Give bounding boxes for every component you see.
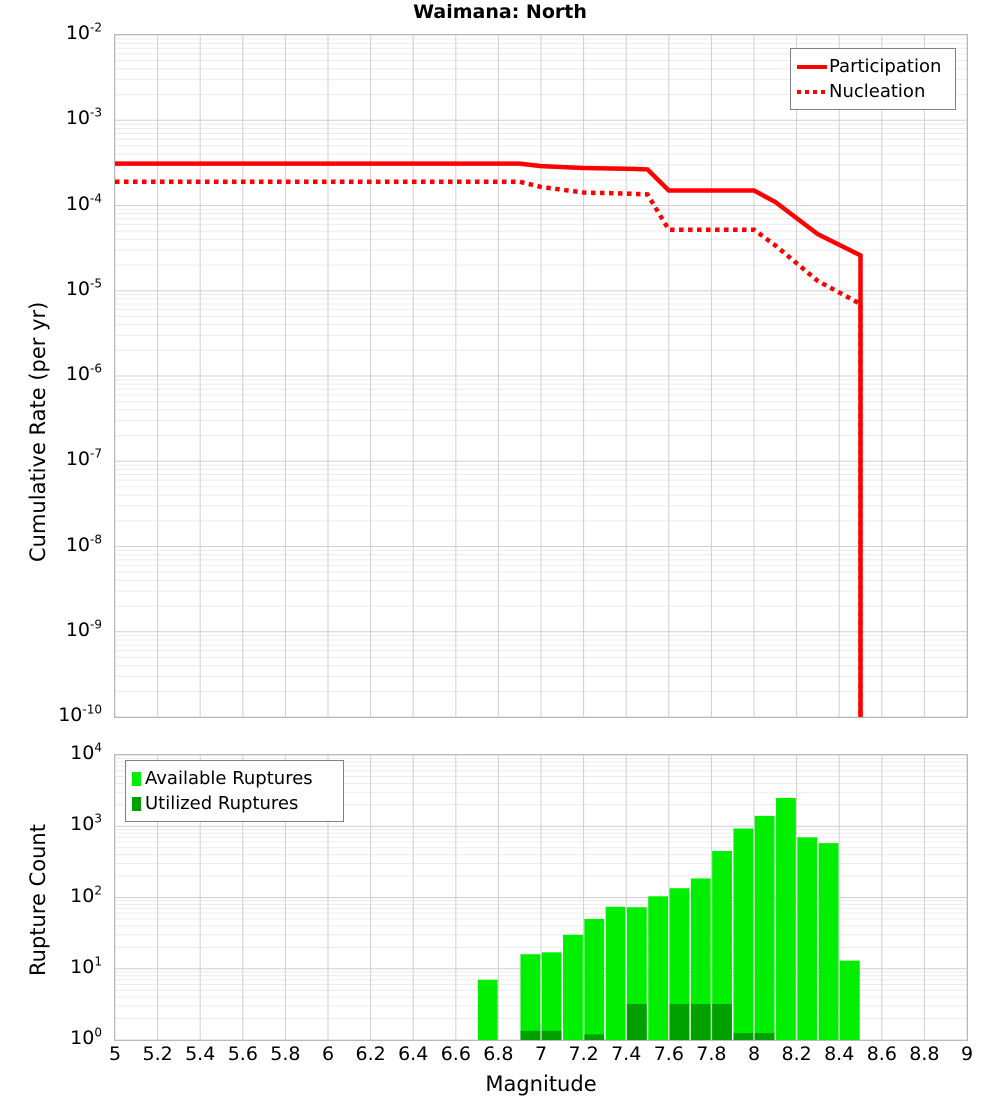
bar-utilized xyxy=(690,1004,711,1040)
x-tick-label: 5.2 xyxy=(142,1043,173,1065)
x-axis-label: Magnitude xyxy=(485,1072,597,1096)
x-tick-label: 9 xyxy=(960,1043,974,1065)
bar-utilized xyxy=(733,1033,754,1040)
y-tick-label: 10-6 xyxy=(65,361,102,385)
x-tick-label: 7 xyxy=(534,1043,548,1065)
y-tick-label: 10-7 xyxy=(65,446,102,471)
y-tick-label: 104 xyxy=(70,740,102,764)
x-tick-label: 8.8 xyxy=(909,1043,940,1065)
bar-available xyxy=(754,815,775,1040)
x-tick-label: 6.6 xyxy=(440,1043,471,1065)
bar-utilized xyxy=(541,1030,562,1040)
bar-available xyxy=(690,878,711,1040)
x-tick-label: 8.2 xyxy=(781,1043,812,1065)
legend-item-nucleation[interactable]: Nucleation xyxy=(797,79,947,104)
bar-available xyxy=(563,934,583,1040)
x-tick-label: 6.8 xyxy=(483,1043,514,1065)
bar-available xyxy=(733,828,754,1040)
bar-available xyxy=(605,906,626,1040)
bar-available xyxy=(818,843,839,1040)
rupture-bars xyxy=(477,797,860,1040)
bar-available xyxy=(520,954,541,1040)
top-plot-grid xyxy=(115,35,967,717)
legend-item-utilized-ruptures[interactable]: Utilized Ruptures xyxy=(132,791,335,816)
y-tick-label: 102 xyxy=(70,883,102,907)
bar-available xyxy=(541,952,562,1040)
x-tick-label: 7.6 xyxy=(653,1043,684,1065)
x-tick-label: 7.8 xyxy=(696,1043,727,1065)
bar-utilized xyxy=(712,1004,732,1040)
page-title: Waimana: North xyxy=(413,1,587,23)
green-square-swatch xyxy=(132,771,141,786)
bar-utilized xyxy=(520,1030,541,1040)
legend-item-participation[interactable]: Participation xyxy=(797,54,947,79)
x-tick-label: 6.4 xyxy=(398,1043,429,1065)
y-tick-label: 10-3 xyxy=(65,105,102,130)
bottom-y-axis-label: Rupture Count xyxy=(26,824,50,976)
solid-line-swatch xyxy=(797,64,829,69)
y-tick-label: 10-2 xyxy=(65,20,102,44)
x-tick-label: 6.2 xyxy=(355,1043,386,1065)
bar-available xyxy=(669,888,690,1040)
y-tick-label: 10-9 xyxy=(65,617,102,641)
y-tick-label: 10-10 xyxy=(58,702,102,726)
x-tick-label: 6 xyxy=(321,1043,335,1065)
x-tick-label: 7.2 xyxy=(568,1043,599,1065)
bar-available xyxy=(648,896,669,1040)
bar-available xyxy=(584,918,605,1040)
legend-label-nucleation: Nucleation xyxy=(829,81,926,102)
curve-nucleation xyxy=(115,179,863,717)
y-tick-label: 10-4 xyxy=(65,191,102,215)
x-tick-label: 8.6 xyxy=(866,1043,897,1065)
bar-utilized xyxy=(626,1004,647,1040)
bar-available xyxy=(839,960,860,1040)
y-tick-label: 10-5 xyxy=(65,276,102,300)
legend-label-available: Available Ruptures xyxy=(145,768,313,789)
bar-available xyxy=(477,979,498,1040)
x-tick-label: 8.4 xyxy=(824,1043,855,1065)
y-tick-label: 100 xyxy=(70,1025,102,1049)
top-y-axis-label: Cumulative Rate (per yr) xyxy=(26,301,50,562)
x-tick-label: 5.6 xyxy=(227,1043,258,1065)
legend-label-utilized: Utilized Ruptures xyxy=(145,793,299,814)
rate-curves xyxy=(115,161,863,717)
bar-utilized xyxy=(584,1034,605,1040)
y-tick-label: 103 xyxy=(70,811,102,836)
dark-green-square-swatch xyxy=(132,796,141,811)
legend-item-available-ruptures[interactable]: Available Ruptures xyxy=(132,766,335,791)
y-tick-label: 101 xyxy=(70,954,102,978)
bar-utilized xyxy=(754,1033,775,1040)
rupture-legend: Available Ruptures Utilized Ruptures xyxy=(125,760,344,822)
x-tick-label: 7.4 xyxy=(611,1043,642,1065)
bar-utilized xyxy=(669,1004,690,1040)
curve-participation xyxy=(115,161,863,717)
cumulative-rate-plot xyxy=(114,34,968,718)
bar-available xyxy=(776,797,796,1040)
x-tick-label: 5.4 xyxy=(185,1043,216,1065)
y-tick-label: 10-8 xyxy=(65,532,102,556)
bar-available xyxy=(712,850,732,1040)
x-tick-label: 5 xyxy=(108,1043,122,1065)
legend-label-participation: Participation xyxy=(829,56,942,77)
dotted-line-swatch xyxy=(797,89,829,94)
x-tick-label: 5.8 xyxy=(270,1043,301,1065)
bar-available xyxy=(797,837,818,1040)
curve-legend: Participation Nucleation xyxy=(790,48,956,110)
x-tick-label: 8 xyxy=(747,1043,761,1065)
